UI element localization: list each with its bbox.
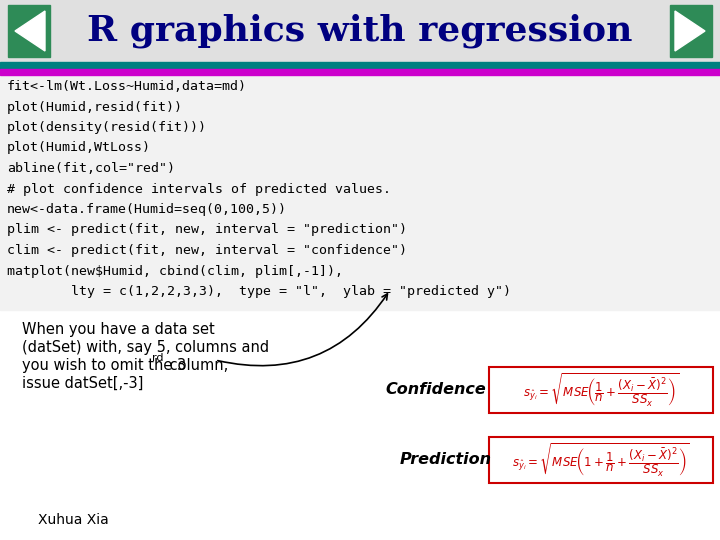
FancyBboxPatch shape bbox=[489, 437, 713, 483]
Text: matplot(new$Humid, cbind(clim, plim[,-1]),: matplot(new$Humid, cbind(clim, plim[,-1]… bbox=[7, 265, 343, 278]
Text: plot(density(resid(fit))): plot(density(resid(fit))) bbox=[7, 121, 207, 134]
Bar bbox=[8, 5, 50, 57]
Text: Xuhua Xia: Xuhua Xia bbox=[38, 513, 109, 527]
Bar bbox=[0, 0, 720, 62]
Text: lty = c(1,2,2,3,3),  type = "l",  ylab = "predicted y"): lty = c(1,2,2,3,3), type = "l", ylab = "… bbox=[7, 285, 511, 298]
Text: new<-data.frame(Humid=seq(0,100,5)): new<-data.frame(Humid=seq(0,100,5)) bbox=[7, 203, 287, 216]
Text: you wish to omit the 3: you wish to omit the 3 bbox=[22, 358, 186, 373]
Bar bbox=[0, 62, 720, 69]
FancyBboxPatch shape bbox=[489, 367, 713, 413]
Text: clim <- predict(fit, new, interval = "confidence"): clim <- predict(fit, new, interval = "co… bbox=[7, 244, 407, 257]
Text: (datSet) with, say 5, columns and: (datSet) with, say 5, columns and bbox=[22, 340, 269, 355]
Text: column,: column, bbox=[165, 358, 228, 373]
Text: plot(Humid,WtLoss): plot(Humid,WtLoss) bbox=[7, 141, 151, 154]
Polygon shape bbox=[675, 11, 705, 51]
Text: Confidence: Confidence bbox=[385, 382, 486, 397]
Text: $s_{\hat{y}_i} = \sqrt{MSE\!\left(\dfrac{1}{n}+\dfrac{(X_i-\bar{X})^2}{SS_x}\rig: $s_{\hat{y}_i} = \sqrt{MSE\!\left(\dfrac… bbox=[523, 372, 679, 409]
Text: issue datSet[,-3]: issue datSet[,-3] bbox=[22, 376, 143, 391]
Text: $s_{\hat{y}_i} = \sqrt{MSE\!\left(1+\dfrac{1}{n}+\dfrac{(X_i-\bar{X})^2}{SS_x}\r: $s_{\hat{y}_i} = \sqrt{MSE\!\left(1+\dfr… bbox=[512, 441, 690, 478]
Text: When you have a data set: When you have a data set bbox=[22, 322, 215, 337]
Text: abline(fit,col="red"): abline(fit,col="red") bbox=[7, 162, 175, 175]
Bar bbox=[0, 75, 720, 310]
Bar bbox=[670, 5, 712, 57]
Text: # plot confidence intervals of predicted values.: # plot confidence intervals of predicted… bbox=[7, 183, 391, 195]
Text: rd: rd bbox=[152, 353, 163, 363]
Text: plot(Humid,resid(fit)): plot(Humid,resid(fit)) bbox=[7, 100, 183, 113]
Text: fit<-lm(Wt.Loss~Humid,data=md): fit<-lm(Wt.Loss~Humid,data=md) bbox=[7, 80, 247, 93]
Text: plim <- predict(fit, new, interval = "prediction"): plim <- predict(fit, new, interval = "pr… bbox=[7, 224, 407, 237]
Text: Prediction: Prediction bbox=[400, 453, 492, 468]
Bar bbox=[0, 69, 720, 75]
Text: R graphics with regression: R graphics with regression bbox=[87, 14, 633, 48]
Polygon shape bbox=[15, 11, 45, 51]
